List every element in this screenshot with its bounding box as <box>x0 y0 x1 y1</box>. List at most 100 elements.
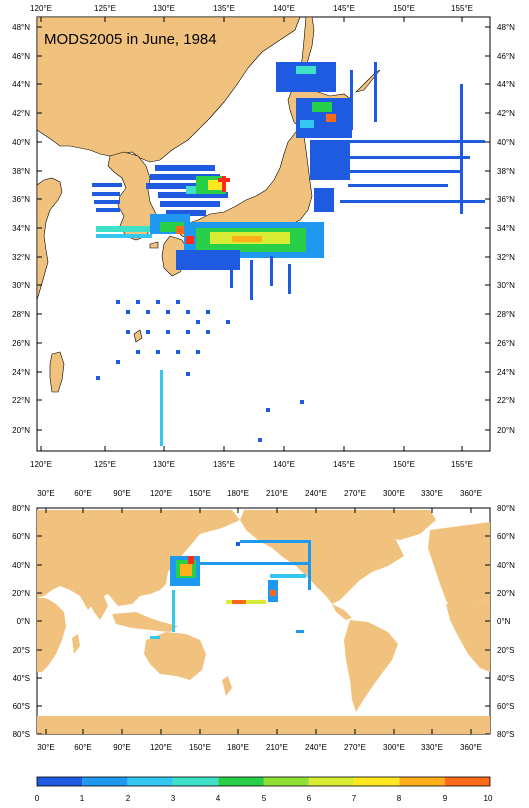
lat-label: 32°N <box>12 253 30 262</box>
land-madagascar <box>72 634 80 654</box>
lat-label: 26°N <box>497 339 515 348</box>
lon-label: 30°E <box>37 743 54 752</box>
colorbar-label: 9 <box>443 794 448 803</box>
lon-label: 150°E <box>189 743 211 752</box>
lon-label: 300°E <box>383 743 405 752</box>
lat-label: 38°N <box>12 167 30 176</box>
lon-label: 125°E <box>94 460 116 469</box>
lon-label: 130°E <box>153 4 175 13</box>
colorbar-label: 1 <box>80 794 85 803</box>
lat-label: 40°S <box>497 674 514 683</box>
global-land <box>37 510 490 734</box>
obs-south-line <box>160 370 163 446</box>
land-eurasia <box>37 510 240 610</box>
obs-sea-of-japan-hot <box>186 176 230 194</box>
lon-label: 60°E <box>74 489 91 498</box>
lat-label: 28°N <box>12 310 30 319</box>
lon-label: 125°E <box>94 4 116 13</box>
regional-ticks <box>37 17 490 451</box>
lat-label: 20°N <box>12 426 30 435</box>
lat-label: 42°N <box>497 109 515 118</box>
land-africa-right <box>446 600 490 672</box>
lat-label: 40°N <box>12 138 30 147</box>
lon-label: 135°E <box>213 4 235 13</box>
lon-label: 270°E <box>344 743 366 752</box>
lat-label: 24°N <box>12 368 30 377</box>
lon-label: 240°E <box>305 489 327 498</box>
lat-label: 30°N <box>497 281 515 290</box>
colorbar-label: 10 <box>484 794 493 803</box>
global-lat-labels-left: 80°S 60°S 40°S 20°S 0°N 20°N 40°N 60°N 8… <box>12 504 30 739</box>
colorbar <box>36 776 491 787</box>
lon-label: 180°E <box>227 743 249 752</box>
lon-label: 90°E <box>113 489 130 498</box>
land-indonesia <box>112 612 178 632</box>
lon-label: 145°E <box>333 460 355 469</box>
lon-label: 90°E <box>113 743 130 752</box>
colorbar-label: 7 <box>352 794 357 803</box>
global-lon-labels-top: 30°E 60°E 90°E 120°E 150°E 180°E 210°E 2… <box>37 489 482 498</box>
land-central-america <box>332 604 352 620</box>
colorbar-segment <box>399 777 445 786</box>
obs-sea-of-japan <box>92 165 228 216</box>
lat-label: 32°N <box>497 253 515 262</box>
land-asia-mainland <box>36 16 301 163</box>
lat-label: 26°N <box>12 339 30 348</box>
lon-label: 145°E <box>333 4 355 13</box>
global-observations <box>150 540 311 639</box>
lon-label: 270°E <box>344 489 366 498</box>
lat-label: 80°N <box>497 504 515 513</box>
lat-label: 80°S <box>497 730 514 739</box>
lat-label: 48°N <box>12 23 30 32</box>
colorbar-label: 0 <box>35 794 40 803</box>
lon-label: 135°E <box>213 460 235 469</box>
colorbar-label: 6 <box>307 794 312 803</box>
obs-northern-warm <box>296 66 336 128</box>
lat-label: 40°N <box>497 561 515 570</box>
lat-label: 0°N <box>497 617 511 626</box>
land-europe-right <box>428 522 490 612</box>
lat-label: 40°S <box>13 674 30 683</box>
lon-label: 155°E <box>451 460 473 469</box>
colorbar-segment <box>127 777 173 786</box>
lon-label: 300°E <box>383 489 405 498</box>
lat-label: 36°N <box>12 195 30 204</box>
obs-korea-strait <box>96 214 190 238</box>
map-title: MODS2005 in June, 1984 <box>44 31 217 48</box>
obs-eastern-lines <box>340 62 485 214</box>
lat-label: 48°N <box>497 23 515 32</box>
lat-label: 60°S <box>497 702 514 711</box>
lon-label: 240°E <box>305 743 327 752</box>
colorbar-segment <box>218 777 264 786</box>
lon-label: 360°E <box>460 743 482 752</box>
regional-lon-labels-top: 120°E 125°E 130°E 135°E 140°E 145°E 150°… <box>30 4 473 13</box>
lat-label: 34°N <box>12 224 30 233</box>
obs-south-scatter <box>96 256 304 442</box>
lat-label: 28°N <box>497 310 515 319</box>
lat-label: 46°N <box>497 52 515 61</box>
lat-label: 60°S <box>13 702 30 711</box>
regional-observations <box>92 62 485 446</box>
land-south-america <box>344 620 398 712</box>
lon-label: 60°E <box>74 743 91 752</box>
lat-label: 24°N <box>497 368 515 377</box>
lat-label: 60°N <box>12 532 30 541</box>
lon-label: 180°E <box>227 489 249 498</box>
colorbar-segment <box>444 777 490 786</box>
colorbar-segment <box>37 777 83 786</box>
colorbar-label: 5 <box>262 794 267 803</box>
lat-label: 44°N <box>497 80 515 89</box>
lat-label: 20°N <box>12 589 30 598</box>
regional-lat-labels-right: 20°N 22°N 24°N 26°N 28°N 30°N 32°N 34°N … <box>497 23 515 435</box>
lat-label: 20°N <box>497 426 515 435</box>
lon-label: 120°E <box>30 460 52 469</box>
lat-label: 60°N <box>497 532 515 541</box>
colorbar-label: 2 <box>126 794 131 803</box>
lon-label: 120°E <box>150 489 172 498</box>
lat-label: 34°N <box>497 224 515 233</box>
lat-label: 36°N <box>497 195 515 204</box>
lon-label: 210°E <box>266 743 288 752</box>
lon-label: 330°E <box>421 743 443 752</box>
regional-lat-labels-left: 20°N 22°N 24°N 26°N 28°N 30°N 32°N 34°N … <box>12 23 30 435</box>
lon-label: 330°E <box>421 489 443 498</box>
